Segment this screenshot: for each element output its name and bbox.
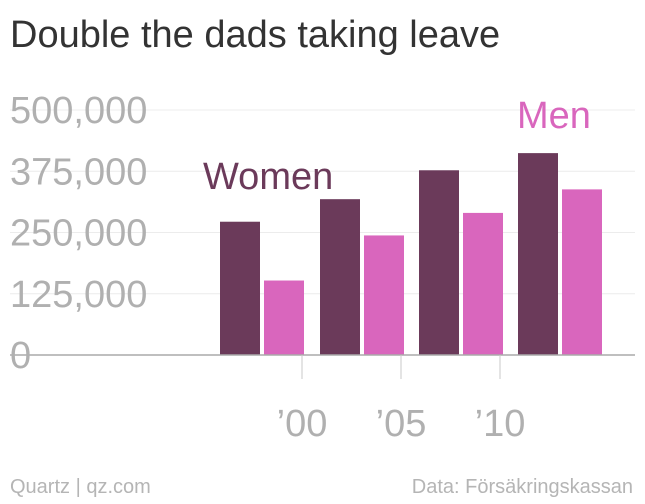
x-tick-label: ’10 [475, 403, 526, 445]
bar-men-2007 [463, 212, 503, 355]
y-tick-label: 250,000 [10, 213, 147, 255]
bar-women-2012 [518, 153, 558, 355]
bar-men-2002 [364, 235, 404, 355]
bar-women-1998 [220, 221, 260, 355]
y-tick-label: 500,000 [10, 90, 147, 132]
x-tick-label: ’05 [376, 403, 427, 445]
bar-chart: 0 125,000 250,000 375,000 500,000 ’00 ’05 ’10 Wo… [10, 90, 635, 445]
chart-title: Double the dads taking leave [10, 14, 501, 56]
footer-data-credit: Data: Försäkringskassan [411, 476, 633, 498]
series-label-women: Women [203, 156, 333, 198]
y-tick-label: 125,000 [10, 274, 147, 316]
y-tick-label: 375,000 [10, 151, 147, 193]
bar-men-1998 [264, 280, 304, 355]
series-label-men: Men [517, 95, 591, 137]
bar-women-2002 [320, 199, 360, 355]
bar-women-2007 [419, 170, 459, 355]
x-tick-label: ’00 [277, 403, 328, 445]
bar-men-2012 [562, 189, 602, 355]
footer-source-credit: Quartz | qz.com [10, 476, 151, 498]
y-tick-label: 0 [10, 335, 31, 377]
